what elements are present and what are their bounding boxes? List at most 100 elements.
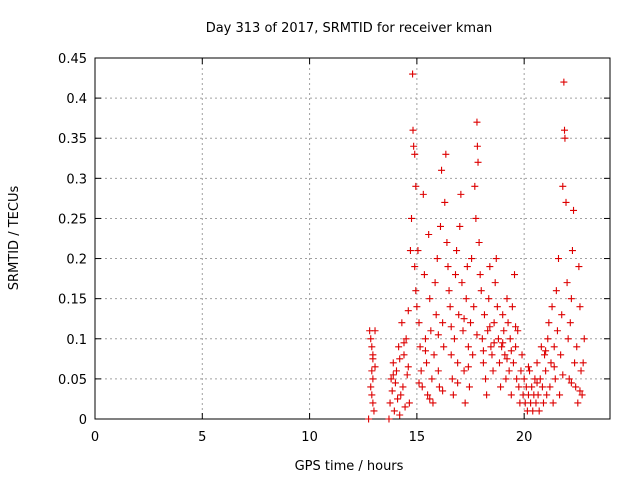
- data-point: [482, 375, 490, 383]
- data-point: [454, 359, 462, 367]
- data-point: [553, 327, 561, 335]
- data-point: [552, 287, 560, 295]
- data-point: [412, 287, 420, 295]
- data-point: [566, 319, 574, 327]
- data-point: [561, 126, 569, 134]
- data-point: [472, 214, 480, 222]
- data-point: [501, 351, 509, 359]
- data-point: [555, 255, 562, 263]
- x-tick-label: 10: [301, 430, 318, 445]
- data-point: [480, 311, 488, 319]
- data-point: [535, 407, 543, 415]
- data-point: [411, 150, 419, 158]
- data-point: [539, 399, 547, 407]
- data-point: [548, 303, 556, 311]
- data-point: [416, 343, 424, 351]
- data-point: [487, 343, 495, 351]
- data-point: [561, 134, 569, 142]
- data-point: [461, 399, 469, 407]
- data-point: [560, 78, 568, 86]
- data-point: [458, 279, 466, 287]
- x-tick-label: 0: [91, 430, 99, 445]
- data-point: [542, 367, 550, 375]
- data-point: [452, 271, 459, 279]
- data-point: [403, 371, 411, 379]
- y-tick-label: 0.2: [66, 253, 87, 268]
- data-point: [572, 383, 580, 391]
- data-point: [532, 399, 540, 407]
- data-point: [411, 263, 419, 271]
- data-point: [538, 383, 546, 391]
- data-point: [476, 271, 484, 279]
- data-point: [418, 383, 426, 391]
- data-point: [575, 263, 583, 271]
- data-point: [429, 399, 437, 407]
- data-point: [524, 363, 532, 371]
- data-point: [509, 359, 517, 367]
- data-point: [400, 339, 408, 347]
- data-point: [396, 355, 404, 363]
- data-point: [421, 347, 429, 355]
- y-tick-label: 0.4: [66, 92, 87, 107]
- data-point: [370, 407, 378, 415]
- data-point: [498, 343, 506, 351]
- data-point: [503, 295, 511, 303]
- data-point: [371, 363, 379, 371]
- data-point: [503, 355, 511, 363]
- data-point: [413, 303, 421, 311]
- data-point: [424, 391, 432, 399]
- data-point: [473, 118, 481, 126]
- data-point: [434, 331, 442, 339]
- data-point: [385, 415, 393, 423]
- data-point: [500, 327, 508, 335]
- data-point: [489, 367, 497, 375]
- data-point: [401, 403, 409, 411]
- data-point: [426, 395, 434, 403]
- data-point: [439, 319, 447, 327]
- data-point: [542, 347, 550, 355]
- data-point: [580, 335, 588, 343]
- data-point: [556, 391, 564, 399]
- data-point: [474, 158, 482, 166]
- y-tick-label: 0.05: [58, 373, 87, 388]
- data-point: [514, 327, 522, 335]
- data-point: [578, 391, 586, 399]
- data-point: [365, 415, 373, 423]
- data-point: [453, 247, 461, 255]
- data-point: [467, 319, 475, 327]
- data-point: [410, 142, 418, 150]
- data-point: [470, 303, 478, 311]
- data-point: [434, 367, 442, 375]
- data-point: [471, 182, 479, 190]
- data-point: [368, 343, 376, 351]
- data-point: [435, 383, 443, 391]
- data-point: [415, 319, 423, 327]
- data-point: [405, 399, 413, 407]
- data-point: [576, 387, 584, 395]
- data-point: [454, 379, 462, 387]
- data-point: [446, 303, 454, 311]
- data-point: [423, 359, 431, 367]
- data-point: [529, 407, 537, 415]
- data-point: [462, 295, 470, 303]
- data-point: [571, 359, 579, 367]
- data-point: [547, 359, 555, 367]
- data-point: [431, 279, 439, 287]
- data-point: [485, 295, 493, 303]
- data-point: [460, 315, 468, 323]
- data-point: [369, 399, 377, 407]
- data-point: [392, 367, 400, 375]
- data-point: [448, 375, 456, 383]
- data-point: [518, 351, 526, 359]
- data-point: [499, 339, 507, 347]
- y-tick-label: 0.15: [58, 293, 87, 308]
- data-point: [404, 307, 412, 315]
- data-point: [506, 335, 514, 343]
- data-point: [389, 359, 397, 367]
- data-point: [497, 383, 505, 391]
- data-point: [450, 335, 458, 343]
- data-point: [414, 247, 422, 255]
- data-point: [549, 399, 557, 407]
- data-point: [419, 190, 427, 198]
- data-point: [440, 343, 448, 351]
